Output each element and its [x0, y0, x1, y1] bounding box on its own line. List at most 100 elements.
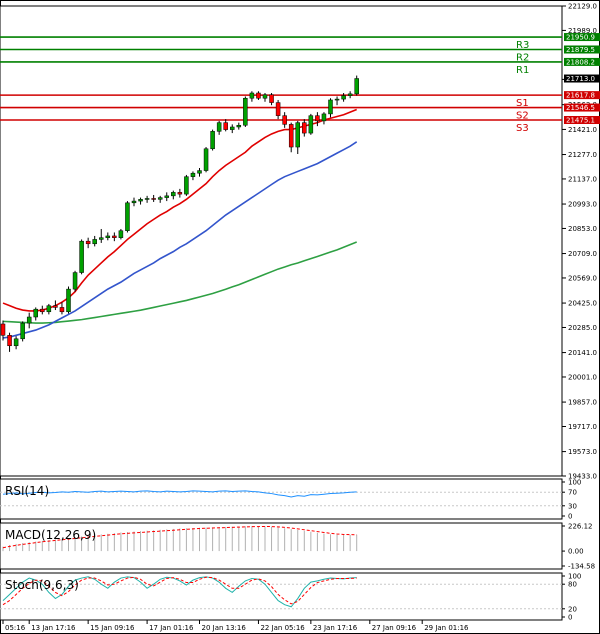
price-tick-label: 22129.0: [568, 3, 597, 11]
candle-body: [131, 200, 137, 204]
price-tick-label: 19573.0: [568, 448, 597, 456]
candle-body: [203, 148, 209, 171]
time-tick-label: 17 Jan 01:16: [149, 624, 194, 632]
candle-body: [321, 113, 327, 122]
indicator-tick-label: 0: [568, 513, 572, 521]
level-price-label-s3: 21475.1: [566, 116, 595, 124]
indicator-panel-frame-3: [0, 572, 563, 621]
candle-body: [112, 235, 117, 238]
candle-body: [99, 237, 104, 240]
time-tick-label: 20 Jan 13:16: [202, 624, 247, 632]
candle-body: [190, 172, 196, 177]
candle-body: [230, 126, 235, 130]
candle-body: [184, 176, 189, 195]
price-tick-label: 20853.0: [568, 225, 597, 233]
time-tick-label: 29 Jan 01:16: [424, 624, 469, 632]
macd-signal-line: [2, 525, 357, 549]
candle-body: [354, 78, 359, 95]
candle-body: [46, 305, 52, 313]
stoch-main-line: [2, 576, 357, 608]
indicator-tick-label: 80: [568, 581, 577, 589]
time-tick-label: 15 Jan 09:16: [90, 624, 135, 632]
candle-body: [236, 124, 242, 128]
indicator-tick-label: 100: [568, 479, 581, 487]
level-price-label-r3: 21950.9: [566, 34, 595, 42]
candle-body: [151, 198, 156, 200]
candle-body: [256, 92, 261, 99]
indicator-tick-label: 226.12: [568, 523, 593, 531]
ma-mid-line: [2, 141, 358, 339]
level-name-s1: S1: [516, 98, 529, 109]
level-price-tag-s3: [564, 115, 600, 124]
price-tick-label: 20285.0: [568, 324, 597, 332]
price-tick-label: 21277.0: [568, 151, 597, 159]
candle-body: [72, 272, 78, 290]
time-tick-label: 22 Jan 05:16: [260, 624, 305, 632]
candle-body: [40, 308, 45, 313]
time-tick-label: 23 Jan 17:16: [313, 624, 358, 632]
price-tick-label: 20425.0: [568, 300, 597, 308]
ma-slow-line: [2, 241, 357, 324]
candle-body: [243, 97, 248, 126]
indicator-tick-label: 0: [568, 614, 572, 622]
candle-body: [66, 288, 71, 313]
candle-body: [288, 124, 294, 148]
candle-body: [20, 322, 25, 340]
time-tick-label: 27 Jan 09:16: [372, 624, 417, 632]
candle-body: [59, 307, 65, 313]
candle-body: [7, 335, 12, 347]
candle-body: [13, 338, 19, 347]
level-name-s2: S2: [516, 111, 529, 122]
candle-body: [275, 102, 281, 116]
candle-body: [138, 199, 143, 202]
candle-body: [92, 239, 97, 245]
price-tick-label: 20993.0: [568, 201, 597, 209]
candle-body: [164, 195, 169, 198]
candle-body: [177, 192, 183, 195]
candle-body: [262, 94, 268, 99]
indicator-tick-label: 100: [568, 573, 581, 581]
candle-body: [295, 122, 300, 148]
price-tick-label: 19433.0: [568, 473, 597, 481]
candle-body: [105, 235, 111, 238]
indicator-tick-label: -134.58: [568, 563, 595, 571]
stoch-signal-line: [2, 576, 357, 606]
indicator-title: RSI(14): [5, 484, 49, 498]
current-price-label: 21713.0: [566, 75, 595, 83]
candle-body: [79, 240, 84, 273]
candle-body: [26, 316, 32, 324]
indicator-panel-frame-1: [0, 478, 563, 520]
indicator-tick-label: 30: [568, 502, 577, 510]
price-tick-label: 21989.0: [568, 27, 597, 35]
price-tick-label: 20569.0: [568, 274, 597, 282]
level-price-tag-s2: [564, 103, 600, 112]
price-tick-label: 20141.0: [568, 349, 597, 357]
candle-body: [282, 115, 287, 125]
current-price-tag: [564, 74, 600, 83]
level-name-r3: R3: [516, 40, 529, 51]
candle-body: [315, 115, 320, 122]
time-tick-label: 13 Jan 17:16: [31, 624, 76, 632]
level-price-tag-r3: [564, 33, 600, 42]
candle-body: [157, 197, 163, 200]
candle-body: [308, 115, 314, 134]
time-tick-label: 05:16: [5, 624, 26, 632]
level-price-tag-r2: [564, 45, 600, 54]
candle-body: [171, 192, 176, 197]
candle-body: [33, 308, 38, 318]
rsi-line: [2, 490, 357, 498]
level-price-tag-r1: [564, 57, 600, 66]
level-price-label-s2: 21546.5: [566, 104, 595, 112]
candle-body: [347, 93, 353, 96]
level-price-label-r1: 21808.2: [566, 58, 595, 66]
candle-body: [53, 305, 58, 308]
candle-body: [341, 95, 346, 100]
level-price-label-r2: 21879.5: [566, 46, 595, 54]
level-name-r1: R1: [516, 65, 529, 76]
candle-body: [125, 202, 130, 231]
level-price-tag-s1: [564, 91, 600, 100]
candle-body: [144, 198, 150, 200]
candle-body: [197, 170, 202, 174]
